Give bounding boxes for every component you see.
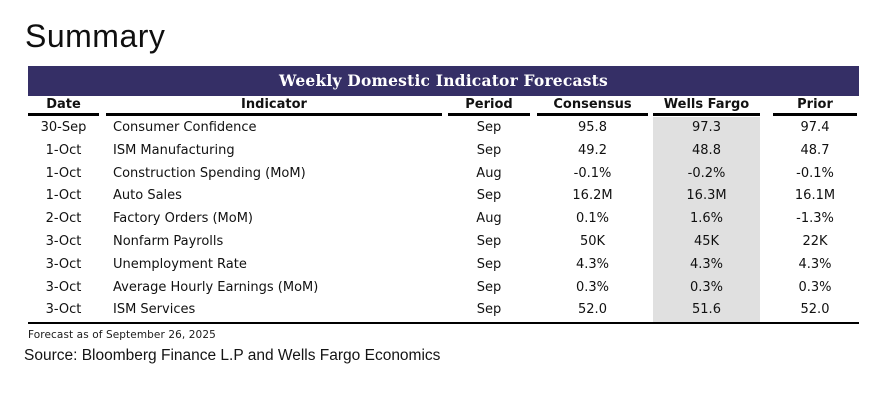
cell-period: Sep xyxy=(476,142,502,158)
column-header-wells_fargo: Wells Fargo xyxy=(653,97,760,116)
table-row: 1-Oct ISM Manufacturing Sep 49.2 48.8 48.7 xyxy=(28,139,859,163)
cell-wells_fargo: 0.3% xyxy=(653,276,760,300)
cell-period: Aug xyxy=(476,165,502,181)
cell-prior: 48.7 xyxy=(800,142,830,158)
cell-wells_fargo: 16.3M xyxy=(653,185,760,209)
cell-prior: 16.1M xyxy=(794,188,836,204)
cell-consensus: 16.2M xyxy=(572,188,613,204)
table-row: 3-Oct Nonfarm Payrolls Sep 50K 45K 22K xyxy=(28,230,859,254)
cell-indicator: Auto Sales xyxy=(113,188,182,204)
cell-consensus: 4.3% xyxy=(575,256,610,272)
cell-prior: 52.0 xyxy=(800,302,830,318)
cell-date: 30-Sep xyxy=(40,120,87,135)
cell-period: Sep xyxy=(476,233,502,249)
column-header-indicator: Indicator xyxy=(106,97,442,116)
table-row: 1-Oct Construction Spending (MoM) Aug -0.1%… xyxy=(28,162,859,186)
column-header-consensus: Consensus xyxy=(537,97,648,116)
cell-prior: 22K xyxy=(802,233,828,249)
cell-consensus: 50K xyxy=(579,233,606,249)
column-header-prior: Prior xyxy=(773,97,857,116)
cell-wells_fargo: 48.8 xyxy=(653,139,760,163)
cell-indicator: Average Hourly Earnings (MoM) xyxy=(113,279,319,295)
cell-prior: -0.1% xyxy=(796,165,834,181)
table-body: 30-Sep Consumer Confidence Sep 95.8 97.3 97.4… xyxy=(28,117,859,323)
table-row: 3-Oct Unemployment Rate Sep 4.3% 4.3% 4.3% xyxy=(28,253,859,277)
cell-wells_fargo: 45K xyxy=(653,230,760,254)
cell-indicator: Unemployment Rate xyxy=(113,256,247,272)
cell-period: Sep xyxy=(476,120,502,135)
cell-consensus: -0.1% xyxy=(573,165,612,181)
table-row: 3-Oct Average Hourly Earnings (MoM) Sep 0.3… xyxy=(28,276,859,300)
cell-wells_fargo: 97.3 xyxy=(653,117,760,140)
table-row: 2-Oct Factory Orders (MoM) Aug 0.1% 1.6% -1.3… xyxy=(28,208,859,231)
cell-date: 1-Oct xyxy=(45,165,82,181)
cell-wells_fargo: 4.3% xyxy=(653,253,760,277)
cell-date: 3-Oct xyxy=(45,256,82,272)
cell-period: Sep xyxy=(476,188,502,204)
cell-consensus: 52.0 xyxy=(578,302,607,318)
cell-indicator: ISM Services xyxy=(113,302,196,318)
cell-prior: -1.3% xyxy=(796,211,834,227)
cell-indicator: Factory Orders (MoM) xyxy=(113,211,253,227)
table-row: 30-Sep Consumer Confidence Sep 95.8 97.3 97.4 xyxy=(28,117,859,140)
source-line: Source: Bloomberg Finance L.P and Wells … xyxy=(24,347,441,364)
page-title: Summary xyxy=(25,18,166,54)
cell-prior: 4.3% xyxy=(798,256,832,272)
cell-indicator: Consumer Confidence xyxy=(113,120,257,135)
cell-consensus: 0.1% xyxy=(575,211,610,227)
forecast-table: Weekly Domestic Indicator Forecasts Date… xyxy=(28,66,859,341)
column-header-date: Date xyxy=(28,97,99,116)
table-row: 1-Oct Auto Sales Sep 16.2M 16.3M 16.1M xyxy=(28,185,859,209)
cell-date: 3-Oct xyxy=(45,233,82,249)
cell-wells_fargo: 1.6% xyxy=(653,208,760,231)
cell-period: Sep xyxy=(476,302,502,318)
cell-date: 1-Oct xyxy=(45,188,82,204)
table-title-banner: Weekly Domestic Indicator Forecasts xyxy=(28,66,859,96)
cell-period: Sep xyxy=(476,279,502,295)
cell-consensus: 0.3% xyxy=(575,279,610,295)
forecast-footnote: Forecast as of September 26, 2025 xyxy=(28,329,216,342)
cell-consensus: 49.2 xyxy=(578,142,607,158)
cell-wells_fargo: -0.2% xyxy=(653,162,760,186)
cell-indicator: Construction Spending (MoM) xyxy=(113,165,306,181)
column-header-period: Period xyxy=(448,97,530,116)
cell-date: 2-Oct xyxy=(45,211,82,227)
cell-date: 1-Oct xyxy=(45,142,82,158)
cell-period: Aug xyxy=(476,211,502,227)
cell-consensus: 95.8 xyxy=(578,120,607,135)
cell-indicator: Nonfarm Payrolls xyxy=(113,233,224,249)
cell-wells_fargo: 51.6 xyxy=(653,299,760,323)
cell-period: Sep xyxy=(476,256,502,272)
table-row: 3-Oct ISM Services Sep 52.0 51.6 52.0 xyxy=(28,299,859,323)
cell-date: 3-Oct xyxy=(45,302,82,318)
cell-indicator: ISM Manufacturing xyxy=(113,142,235,158)
cell-prior: 97.4 xyxy=(800,120,830,135)
table-header-row: Date Indicator Period Consensus Wells Fargo P… xyxy=(28,97,859,117)
cell-date: 3-Oct xyxy=(45,279,82,295)
table-bottom-rule xyxy=(28,322,859,325)
cell-prior: 0.3% xyxy=(798,279,832,295)
